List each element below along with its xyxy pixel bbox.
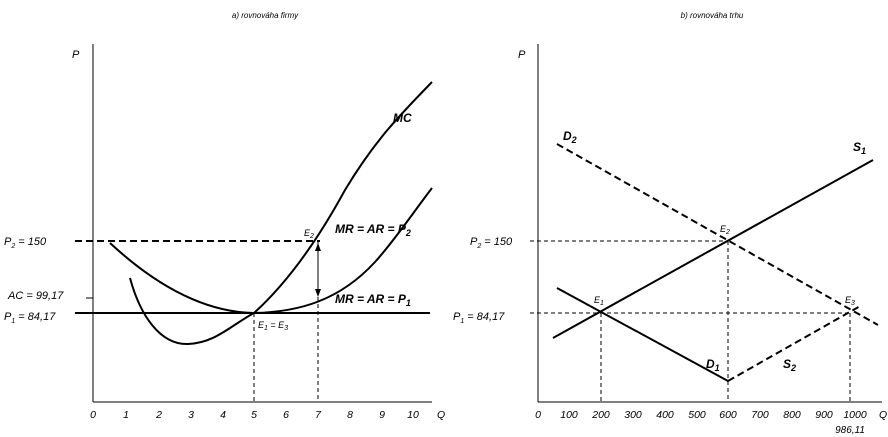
x-tick-label: 600 [719, 409, 737, 421]
x-tick-label: 900 [815, 409, 833, 421]
mr1-label: MR = AR = P1 [335, 292, 411, 308]
panel-b-title: b) rovnováha trhu [681, 11, 744, 20]
panel-a-title: a) rovnováha firmy [232, 11, 299, 20]
x-tick-label: 5 [251, 409, 257, 421]
x-tick-label: 9 [379, 409, 385, 421]
x-tick-label: 1000 [843, 409, 867, 421]
x-tick-label: 3 [188, 409, 194, 421]
x-tick-label: 200 [591, 409, 610, 421]
panel-market-equilibrium: b) rovnováha trhu P Q 0 100 200 300 400 … [453, 11, 887, 436]
x-tick-label: 7 [315, 409, 322, 421]
point-e3-label: E3 [845, 295, 855, 307]
panel-a-x-ticks: 0 1 2 3 4 5 6 7 8 9 10 [90, 409, 419, 421]
panel-a-y-axis-label: P [72, 49, 80, 61]
panel-a-p1-label: P1 = 84,17 [4, 311, 56, 325]
x-tick-label: 2 [155, 409, 162, 421]
x-tick-label: 4 [220, 409, 226, 421]
arrow-down-icon [315, 289, 321, 297]
s1-label: S1 [853, 140, 866, 156]
panel-a-p2-label: P2 = 150 [4, 236, 47, 250]
panel-b-y-axis-label: P [518, 49, 526, 61]
x-tick-label: 500 [688, 409, 706, 421]
panel-b-x-axis-label: Q [879, 409, 887, 421]
panel-firm-equilibrium: a) rovnováha firmy P Q 0 1 2 3 4 5 6 7 8… [4, 11, 445, 421]
mr2-label: MR = AR = P2 [335, 222, 411, 238]
point-e1-e3-label: E1 = E3 [258, 320, 288, 332]
x-tick-label: 10 [407, 409, 419, 421]
arrow-up-icon [315, 243, 321, 251]
panel-b-p1-label: P1 = 84,17 [453, 311, 505, 325]
supply-s1-line [552, 159, 874, 339]
x-tick-label: 700 [751, 409, 769, 421]
x-tick-label: 0 [535, 409, 541, 421]
x-tick-label: 8 [347, 409, 353, 421]
x-tick-label: 100 [560, 409, 578, 421]
x-tick-label: 1 [123, 409, 129, 421]
supply-s2-line [727, 304, 863, 382]
d2-label: D2 [563, 129, 577, 145]
x-tick-extra: 986,11 [835, 425, 865, 436]
point-e2-label: E2 [304, 228, 314, 240]
demand-d2-line [556, 143, 879, 326]
mc-label: MC [393, 111, 412, 125]
x-tick-label: 800 [783, 409, 801, 421]
panel-b-p2-label: P2 = 150 [470, 236, 513, 250]
demand-d1-line [556, 287, 729, 382]
mc-curve [129, 81, 433, 346]
x-tick-label: 0 [90, 409, 96, 421]
s2-label: S2 [783, 357, 796, 373]
x-tick-label: 6 [283, 409, 289, 421]
point-e1-label: E1 [594, 295, 604, 307]
x-tick-label: 300 [624, 409, 642, 421]
point-e2-label: E2 [720, 224, 730, 236]
ac-curve [109, 187, 433, 315]
panel-a-ac-label: AC = 99,17 [7, 290, 64, 302]
panel-a-x-axis-label: Q [437, 409, 445, 421]
d1-label: D1 [706, 357, 720, 373]
x-tick-label: 400 [656, 409, 674, 421]
panel-b-x-ticks: 0 100 200 300 400 500 600 700 800 900 10… [535, 409, 867, 421]
